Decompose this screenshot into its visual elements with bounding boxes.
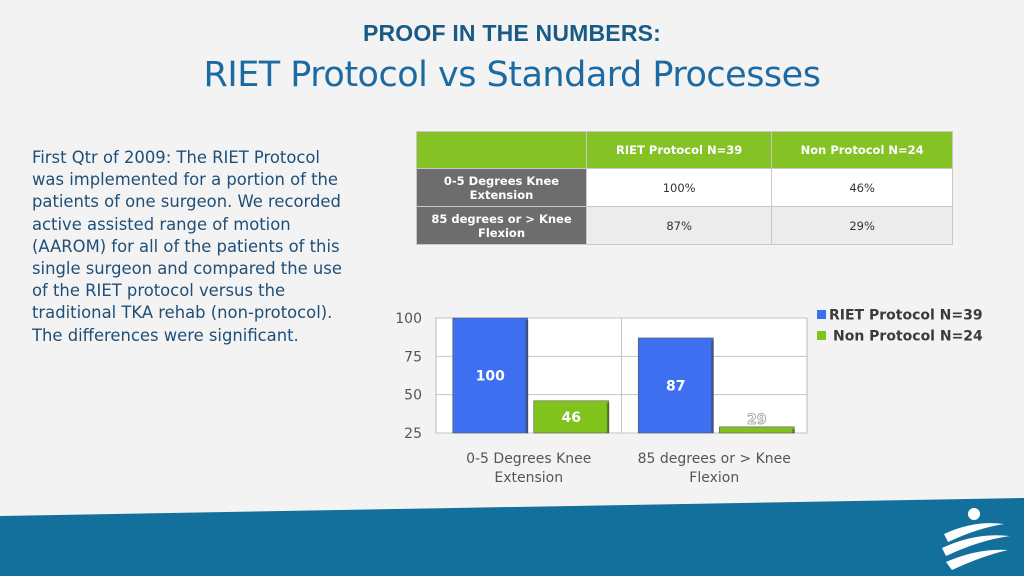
results-table: RIET Protocol N=39 Non Protocol N=24 0-5… xyxy=(416,131,953,245)
legend-label: RIET Protocol N=39 xyxy=(829,308,983,324)
description-text: First Qtr of 2009: The RIET Protocol was… xyxy=(32,148,342,345)
bar-chart: 100 75 50 25 100 46 87 29 0-5 Degrees Knee Exte… xyxy=(395,308,983,487)
table-cell: 46% xyxy=(771,168,953,207)
chart-bars xyxy=(452,317,795,434)
legend-label: Non Protocol N=24 xyxy=(833,329,983,345)
x-tick-label: Flexion xyxy=(689,470,739,486)
table-cell: 100% xyxy=(585,168,773,207)
legend-swatch xyxy=(817,310,826,319)
bar-shadow xyxy=(792,428,795,433)
bar-shadow xyxy=(525,320,529,433)
table-row: 0-5 Degrees Knee Extension 100% 46% xyxy=(416,168,953,207)
slide-title: RIET Protocol vs Standard Processes xyxy=(203,55,821,95)
bar-riet xyxy=(637,337,714,434)
y-tick-label: 25 xyxy=(404,426,422,442)
slide-kicker: PROOF IN THE NUMBERS: xyxy=(362,20,662,46)
data-label: 29 xyxy=(747,412,766,428)
x-tick-label: Extension xyxy=(494,470,563,486)
x-tick-label: 0-5 Degrees Knee xyxy=(466,451,591,467)
table-header-riet: RIET Protocol N=39 xyxy=(585,131,773,169)
table-header-non-protocol: Non Protocol N=24 xyxy=(771,131,953,169)
x-axis-ticks: 0-5 Degrees Knee Extension 85 degrees or >… xyxy=(466,451,791,486)
bar-shadow xyxy=(606,402,610,433)
bar-riet xyxy=(452,317,529,434)
data-label: 87 xyxy=(666,378,685,394)
table-cell: 29% xyxy=(771,206,953,245)
title-block: PROOF IN THE NUMBERS: RIET Protocol vs S… xyxy=(0,20,1024,95)
row-label-line2: Extension xyxy=(469,187,534,202)
bar-non-protocol xyxy=(718,426,795,434)
table-header-row: RIET Protocol N=39 Non Protocol N=24 xyxy=(416,131,953,169)
x-tick-label: 85 degrees or > Knee xyxy=(638,451,791,467)
table-row: 85 degrees or > Knee Flexion 87% 29% xyxy=(416,206,953,245)
row-label-line1: 0-5 Degrees Knee xyxy=(443,173,560,188)
data-label: 46 xyxy=(562,410,581,426)
table-corner-cell xyxy=(416,131,587,169)
bar-non-protocol xyxy=(533,400,610,434)
table-row-label: 0-5 Degrees Knee Extension xyxy=(416,168,587,207)
company-logo xyxy=(942,508,1010,570)
legend-swatch xyxy=(817,331,826,340)
y-tick-label: 100 xyxy=(395,311,422,327)
y-axis-ticks: 100 75 50 25 xyxy=(395,311,422,442)
bar-shadow xyxy=(711,339,714,433)
chart-legend: RIET Protocol N=39 Non Protocol N=24 xyxy=(817,308,983,345)
table-row-label: 85 degrees or > Knee Flexion xyxy=(416,206,587,245)
data-labels: 100 46 87 29 xyxy=(476,369,767,429)
y-tick-label: 50 xyxy=(404,388,422,404)
y-tick-label: 75 xyxy=(404,349,422,365)
table-cell: 87% xyxy=(585,206,773,245)
row-label-line2: Flexion xyxy=(477,225,526,240)
row-label-line1: 85 degrees or > Knee xyxy=(431,211,572,226)
footer-wave xyxy=(0,498,1024,576)
data-label: 100 xyxy=(476,369,505,385)
